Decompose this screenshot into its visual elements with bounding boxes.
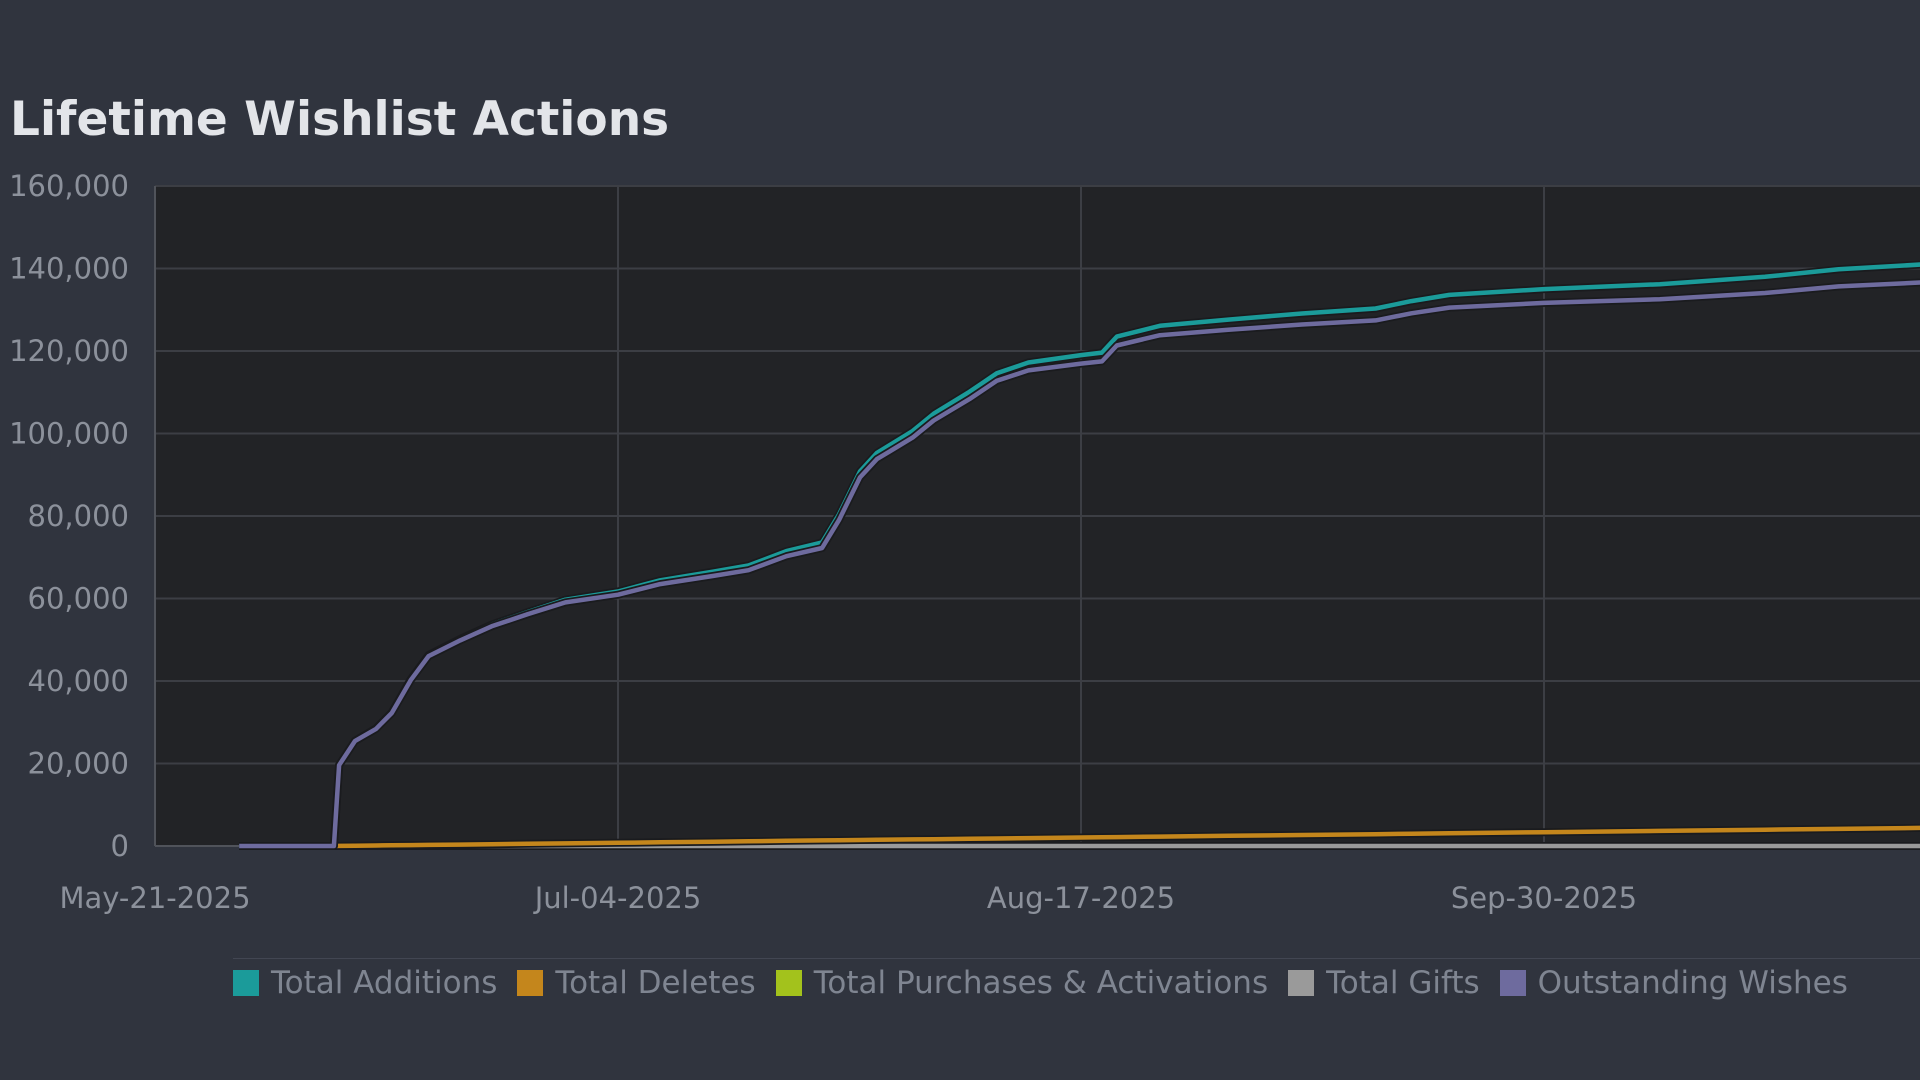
legend-swatch: [1499, 970, 1526, 996]
legend-label: Total Deletes: [555, 965, 756, 1001]
outstanding-wishes-line: [239, 280, 1920, 849]
y-tick-label: 40,000: [28, 664, 129, 698]
legend-swatch: [233, 970, 259, 996]
x-tick-label: May-21-2025: [59, 881, 250, 915]
y-tick-label: 80,000: [28, 499, 129, 533]
legend-item[interactable]: Total Purchases & Activations: [775, 965, 1269, 1001]
legend-item[interactable]: Outstanding Wishes: [1499, 965, 1848, 1001]
y-tick-label: 160,000: [9, 169, 129, 203]
legend-item[interactable]: Total Additions: [233, 965, 497, 1001]
x-tick-label: Aug-17-2025: [987, 881, 1175, 915]
y-tick-label: 60,000: [28, 582, 129, 616]
legend-item[interactable]: Total Deletes: [517, 965, 756, 1001]
legend-item[interactable]: Total Gifts: [1288, 965, 1480, 1001]
y-tick-label: 20,000: [28, 747, 129, 781]
legend-swatch: [775, 970, 802, 996]
total-deletes-line: [239, 825, 1920, 849]
legend-label: Total Additions: [271, 965, 498, 1001]
legend-label: Total Gifts: [1326, 965, 1480, 1001]
legend-swatch: [517, 970, 544, 996]
chart-legend: Total Additions Total Deletes Total Purcha…: [233, 958, 1920, 1001]
legend-label: Total Purchases & Activations: [813, 965, 1269, 1001]
y-tick-label: 140,000: [9, 252, 129, 286]
x-tick-label: Jul-04-2025: [533, 881, 702, 915]
y-tick-label: 120,000: [9, 334, 129, 368]
legend-label: Outstanding Wishes: [1537, 965, 1848, 1001]
legend-swatch: [1288, 970, 1315, 996]
x-tick-label: Sep-30-2025: [1451, 881, 1637, 915]
chart-title: Lifetime Wishlist Actions: [10, 92, 670, 147]
y-tick-label: 0: [111, 829, 129, 863]
y-tick-label: 100,000: [9, 417, 129, 451]
